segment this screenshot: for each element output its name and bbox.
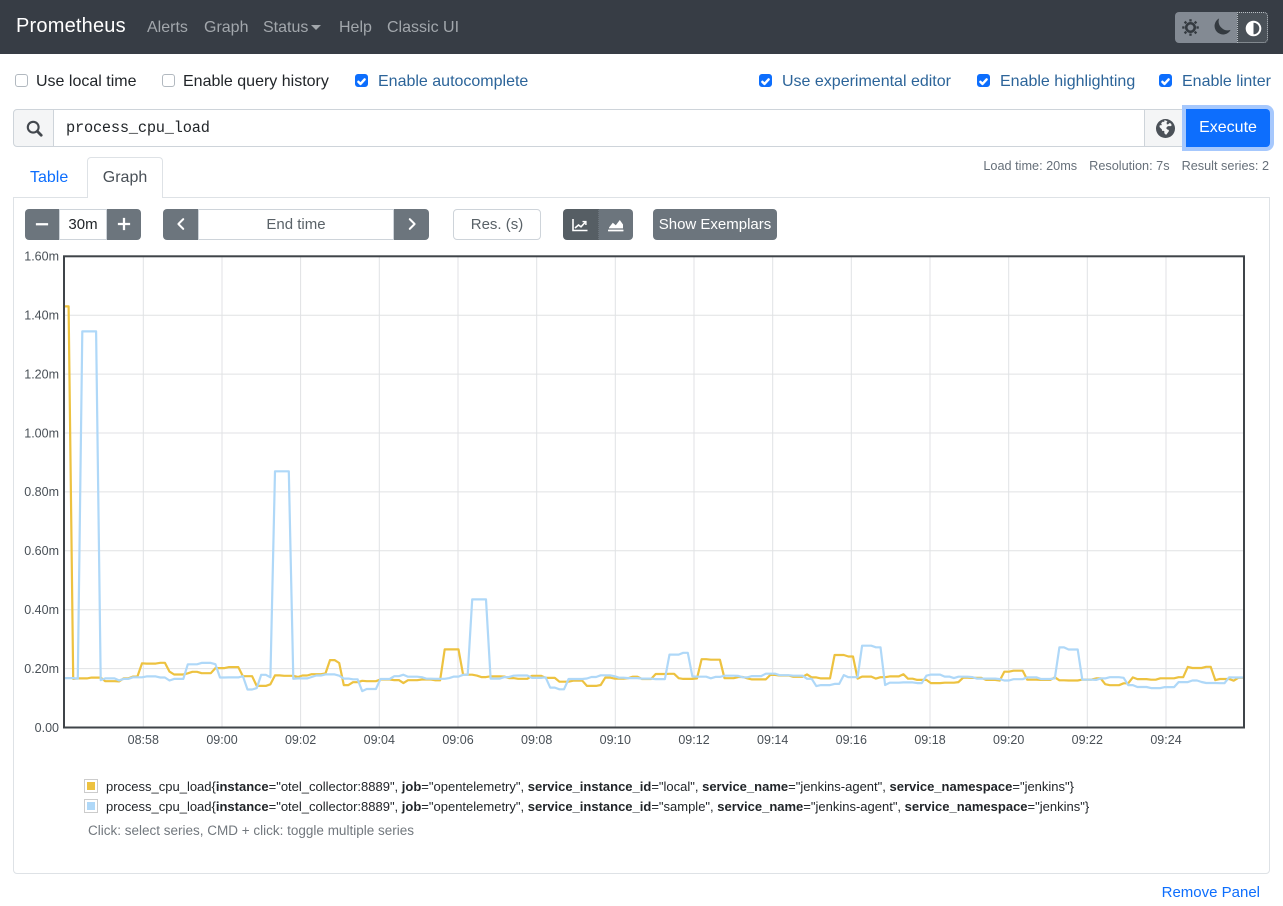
svg-text:09:24: 09:24 xyxy=(1150,733,1181,747)
svg-text:1.40m: 1.40m xyxy=(24,309,59,323)
svg-text:1.20m: 1.20m xyxy=(24,367,59,381)
svg-text:09:08: 09:08 xyxy=(521,733,552,747)
svg-text:1.00m: 1.00m xyxy=(24,426,59,440)
svg-text:09:06: 09:06 xyxy=(442,733,473,747)
svg-text:09:00: 09:00 xyxy=(206,733,237,747)
svg-text:0.80m: 0.80m xyxy=(24,485,59,499)
svg-text:09:12: 09:12 xyxy=(678,733,709,747)
svg-text:0.00: 0.00 xyxy=(35,721,59,735)
svg-text:09:20: 09:20 xyxy=(993,733,1024,747)
svg-text:09:18: 09:18 xyxy=(914,733,945,747)
svg-text:0.60m: 0.60m xyxy=(24,544,59,558)
svg-text:0.40m: 0.40m xyxy=(24,603,59,617)
svg-text:09:02: 09:02 xyxy=(285,733,316,747)
svg-text:09:10: 09:10 xyxy=(600,733,631,747)
svg-text:1.60m: 1.60m xyxy=(24,250,59,264)
svg-text:08:58: 08:58 xyxy=(128,733,159,747)
svg-text:0.20m: 0.20m xyxy=(24,662,59,676)
svg-text:09:16: 09:16 xyxy=(836,733,867,747)
svg-text:09:22: 09:22 xyxy=(1072,733,1103,747)
svg-text:09:04: 09:04 xyxy=(364,733,395,747)
svg-text:09:14: 09:14 xyxy=(757,733,788,747)
